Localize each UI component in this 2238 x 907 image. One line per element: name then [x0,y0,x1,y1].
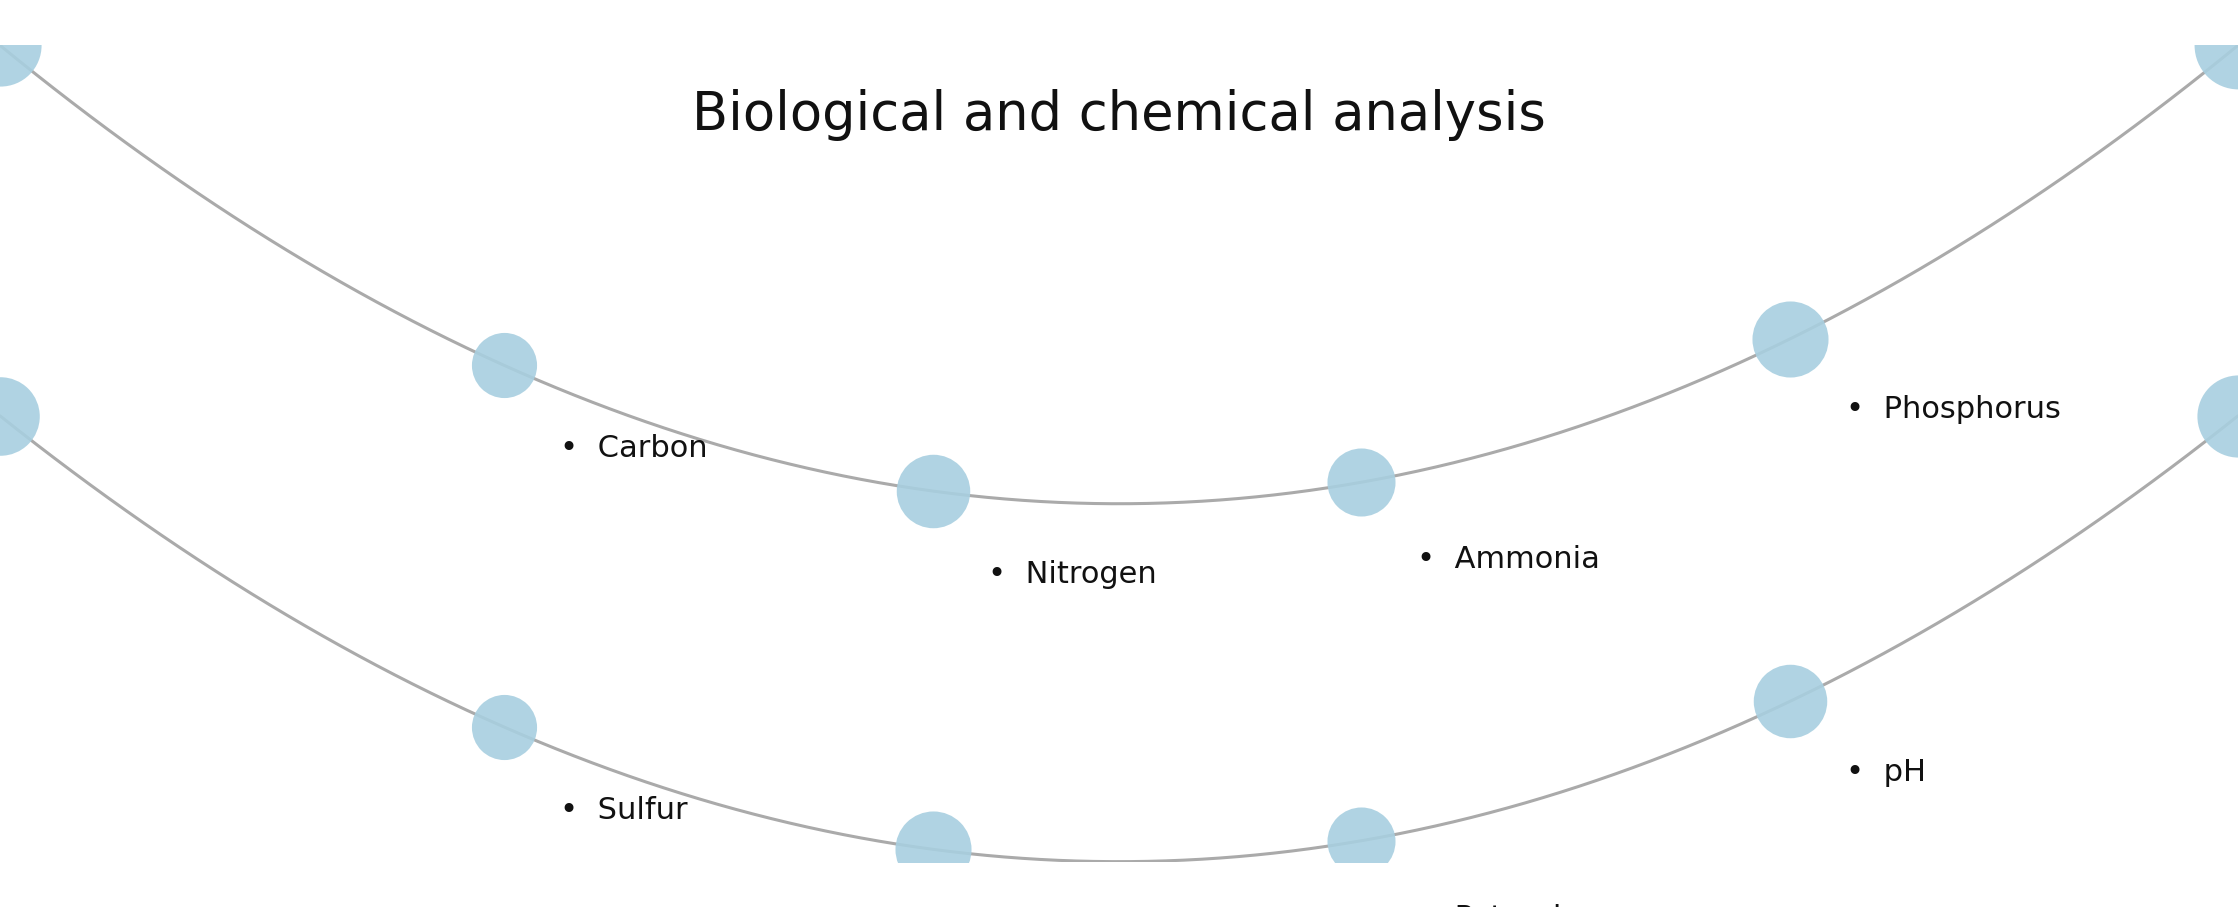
Point [486,719,521,734]
Text: •  pH: • pH [1846,757,1927,786]
Text: •  Potassium: • Potassium [1417,903,1611,907]
Point [0,38,18,53]
Point [915,483,951,498]
Text: •  Nitrogen: • Nitrogen [989,560,1157,589]
Text: •  Carbon: • Carbon [560,434,707,463]
Point [1772,331,1808,346]
Point [0,408,18,423]
Text: •  Ammonia: • Ammonia [1417,545,1600,574]
Point [2220,38,2238,53]
Point [486,358,521,373]
Text: •  Sulfur: • Sulfur [560,795,687,824]
Point [2220,408,2238,423]
Text: •  Phosphorus: • Phosphorus [1846,395,2061,424]
Point [1772,694,1808,708]
Point [915,842,951,856]
Text: Biological and chemical analysis: Biological and chemical analysis [692,89,1546,141]
Point [1343,834,1379,848]
Point [1343,475,1379,490]
